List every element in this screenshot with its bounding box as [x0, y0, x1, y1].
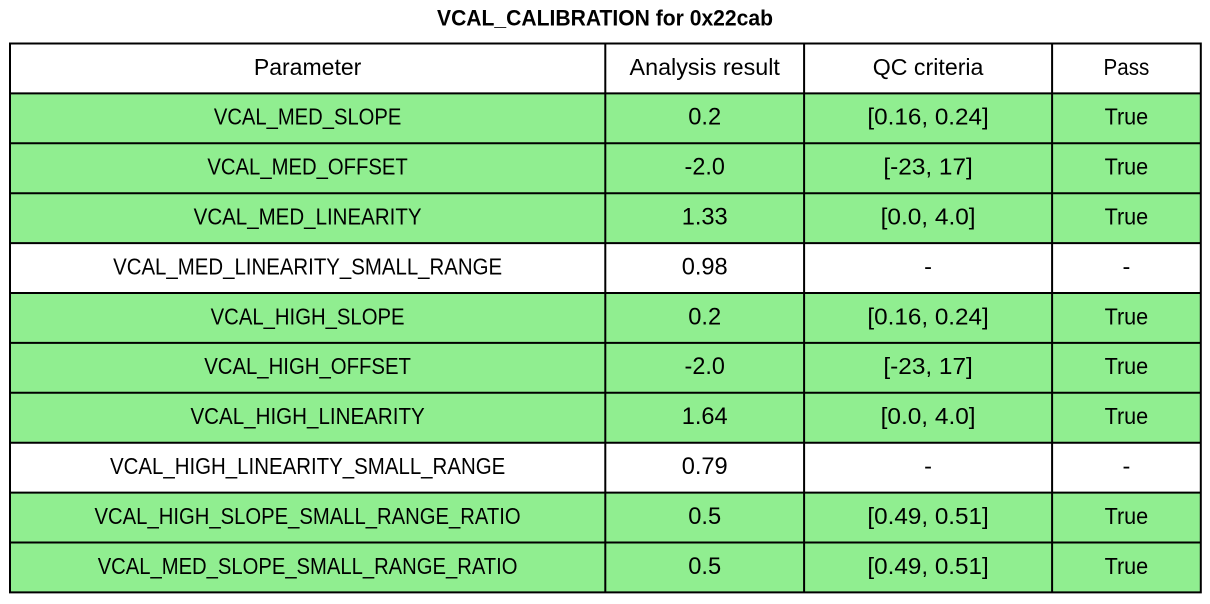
- svg-text:[0.16, 0.24]: [0.16, 0.24]: [867, 104, 988, 130]
- svg-text:Parameter: Parameter: [254, 54, 362, 80]
- svg-text:-: -: [924, 453, 932, 479]
- svg-text:VCAL_MED_SLOPE_SMALL_RANGE_RAT: VCAL_MED_SLOPE_SMALL_RANGE_RATIO: [98, 553, 518, 579]
- svg-text:1.64: 1.64: [682, 403, 728, 430]
- svg-text:VCAL_HIGH_OFFSET: VCAL_HIGH_OFFSET: [204, 353, 411, 379]
- svg-text:True: True: [1105, 353, 1149, 379]
- svg-text:[0.0, 4.0]: [0.0, 4.0]: [881, 204, 976, 230]
- svg-text:VCAL_HIGH_SLOPE_SMALL_RANGE_RA: VCAL_HIGH_SLOPE_SMALL_RANGE_RATIO: [95, 503, 521, 529]
- svg-text:-2.0: -2.0: [685, 353, 725, 380]
- svg-text:1.33: 1.33: [682, 204, 728, 231]
- svg-text:VCAL_MED_SLOPE: VCAL_MED_SLOPE: [214, 104, 402, 130]
- svg-text:True: True: [1105, 303, 1149, 329]
- svg-text:True: True: [1105, 104, 1149, 130]
- svg-text:-: -: [1122, 253, 1130, 279]
- svg-text:[-23, 17]: [-23, 17]: [883, 353, 972, 379]
- svg-text:True: True: [1105, 553, 1149, 579]
- svg-text:VCAL_MED_OFFSET: VCAL_MED_OFFSET: [207, 154, 407, 180]
- svg-text:True: True: [1105, 403, 1149, 429]
- svg-text:VCAL_HIGH_SLOPE: VCAL_HIGH_SLOPE: [211, 303, 405, 329]
- svg-text:[0.49, 0.51]: [0.49, 0.51]: [867, 503, 988, 529]
- svg-text:0.98: 0.98: [682, 253, 728, 280]
- svg-text:True: True: [1105, 503, 1149, 529]
- svg-text:Analysis result: Analysis result: [630, 54, 781, 80]
- svg-text:0.2: 0.2: [688, 303, 721, 330]
- svg-text:-: -: [924, 253, 932, 279]
- svg-text:-: -: [1122, 453, 1130, 479]
- svg-text:0.5: 0.5: [688, 503, 721, 530]
- svg-text:[0.0, 4.0]: [0.0, 4.0]: [881, 403, 976, 429]
- svg-text:[-23, 17]: [-23, 17]: [883, 154, 972, 180]
- svg-text:VCAL_MED_LINEARITY: VCAL_MED_LINEARITY: [194, 204, 422, 230]
- svg-text:0.5: 0.5: [688, 553, 721, 580]
- svg-text:0.2: 0.2: [688, 104, 721, 131]
- svg-text:Pass: Pass: [1104, 54, 1150, 80]
- svg-text:VCAL_CALIBRATION for 0x22cab: VCAL_CALIBRATION for 0x22cab: [437, 6, 773, 31]
- svg-text:[0.49, 0.51]: [0.49, 0.51]: [867, 553, 988, 579]
- svg-text:True: True: [1105, 154, 1149, 180]
- svg-text:VCAL_HIGH_LINEARITY: VCAL_HIGH_LINEARITY: [190, 403, 425, 429]
- svg-text:VCAL_HIGH_LINEARITY_SMALL_RANG: VCAL_HIGH_LINEARITY_SMALL_RANGE: [110, 453, 505, 479]
- svg-text:True: True: [1105, 204, 1149, 230]
- svg-text:QC criteria: QC criteria: [873, 54, 985, 80]
- svg-text:0.79: 0.79: [682, 453, 728, 480]
- svg-text:VCAL_MED_LINEARITY_SMALL_RANGE: VCAL_MED_LINEARITY_SMALL_RANGE: [113, 253, 502, 279]
- svg-text:-2.0: -2.0: [685, 154, 725, 181]
- svg-text:[0.16, 0.24]: [0.16, 0.24]: [867, 303, 988, 329]
